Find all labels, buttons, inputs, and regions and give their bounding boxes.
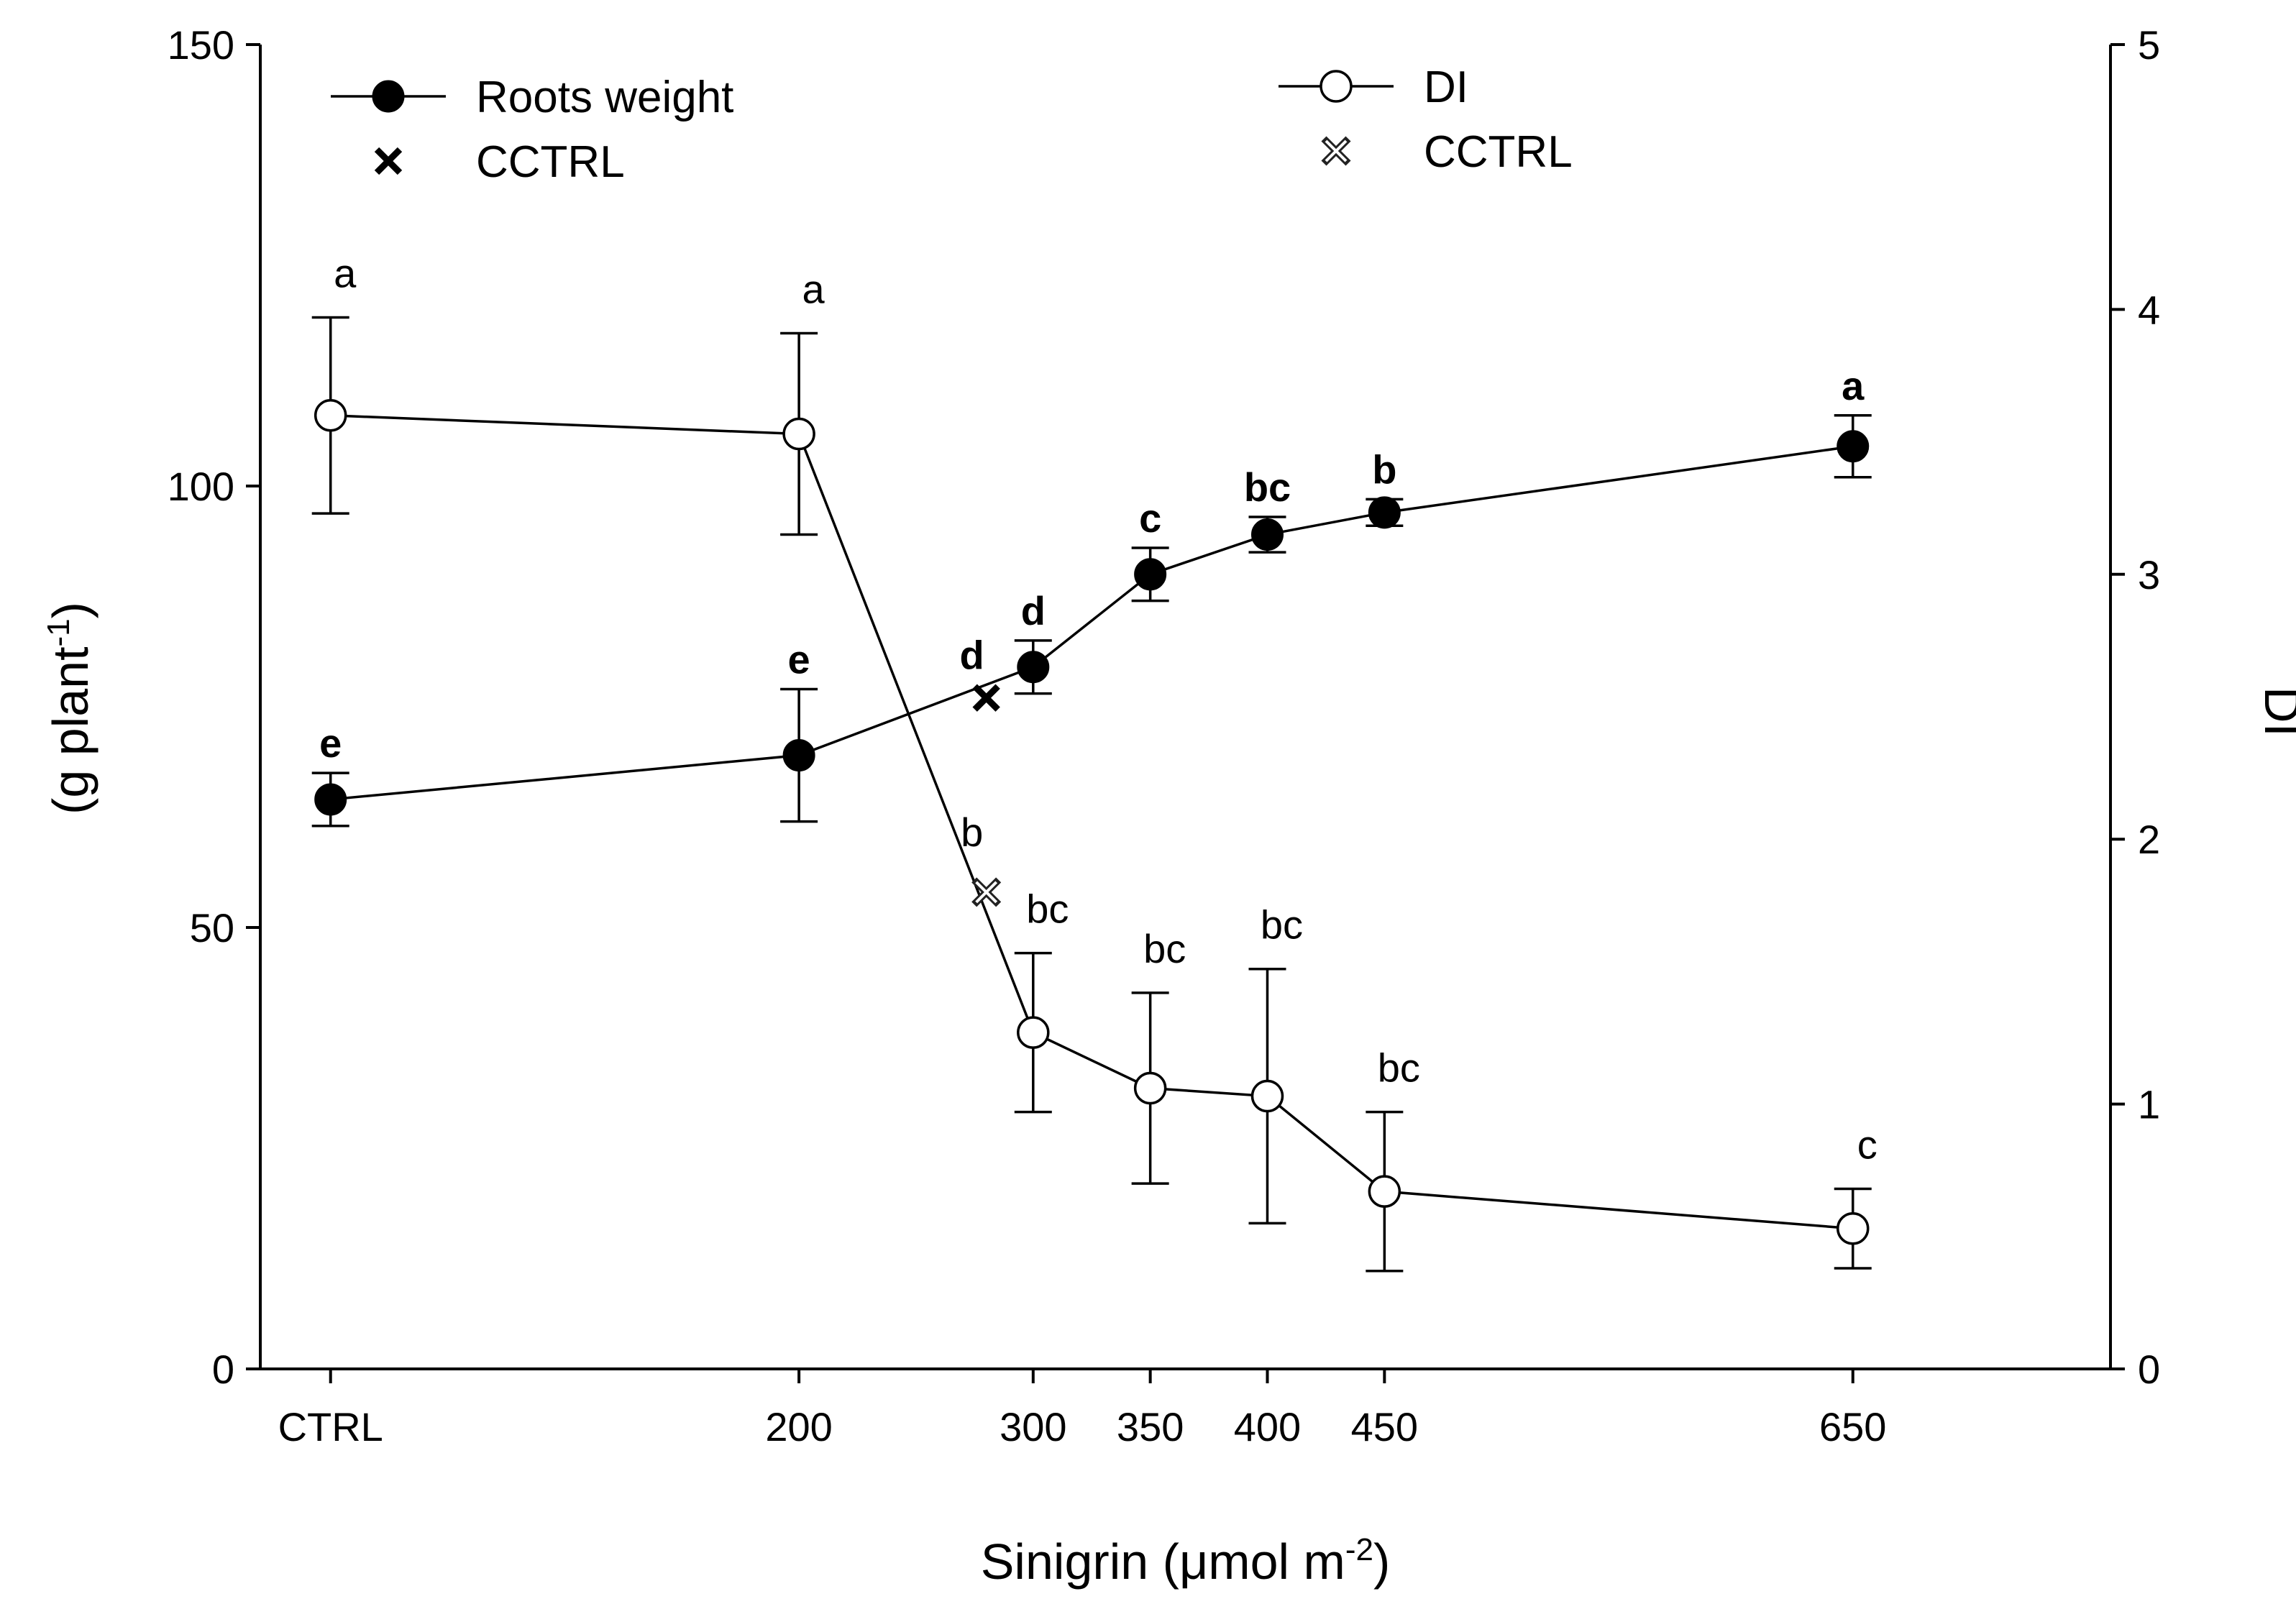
axes-group: 0 50 100 150 0 1 2 3 4 5 CTRL 200 300 350 400 450 650 Sin… <box>41 22 2296 1590</box>
di-point <box>1836 1211 1870 1245</box>
left-y-tick-label: 150 <box>168 22 234 68</box>
legend-marker <box>1321 136 1351 166</box>
di-significance-letter: c <box>1857 1122 1877 1167</box>
right-y-tick-label: 5 <box>2138 22 2160 68</box>
legend-left: Roots weight CCTRL <box>331 73 733 187</box>
di-significance-letter: bc <box>1143 926 1186 971</box>
legend-marker <box>1319 70 1353 103</box>
right-y-tick-label: 3 <box>2138 552 2160 597</box>
right-y-tick-label: 0 <box>2138 1347 2160 1392</box>
di-point <box>1368 1175 1401 1208</box>
di-point <box>1133 1071 1167 1105</box>
di-significance-letter: bc <box>1261 902 1303 948</box>
roots-weight-significance-letter: b <box>1372 446 1396 492</box>
cctrl-significance-letter: d <box>960 633 984 678</box>
left-y-axis-title: (g plant-1) <box>41 602 99 815</box>
cctrl-roots-weight-point <box>972 684 1000 712</box>
legend-group: Roots weight CCTRL DI CCTRL <box>331 63 1573 187</box>
legend-marker <box>374 147 403 175</box>
roots-weight-point <box>1250 518 1284 551</box>
x-tick-label: 650 <box>1819 1404 1886 1449</box>
roots-weight-point <box>1837 430 1870 463</box>
left-y-tick-label: 100 <box>168 464 234 509</box>
x-tick-label: 300 <box>1000 1404 1066 1449</box>
roots-weight-significance-letter: e <box>319 720 342 766</box>
di-significance-letter: bc <box>1026 886 1069 932</box>
x-tick-label: 450 <box>1351 1404 1418 1449</box>
legend-label: Roots weight <box>476 73 733 122</box>
x-stroke <box>972 684 1000 712</box>
x-stroke <box>1325 139 1348 162</box>
legend-marker <box>372 80 405 113</box>
di-significance-letter: bc <box>1378 1045 1420 1091</box>
legend-label: CCTRL <box>476 137 625 187</box>
left-y-tick-label: 50 <box>190 905 234 950</box>
right-y-axis-title: DI <box>2254 687 2296 737</box>
cctrl-significance-letter: b <box>961 810 983 855</box>
x-stroke <box>975 881 998 904</box>
roots-weight-point <box>314 783 347 816</box>
roots-weight-series-line <box>330 445 1853 801</box>
di-significance-letter: a <box>802 267 825 312</box>
x-stroke <box>374 147 403 175</box>
right-y-tick-label: 2 <box>2138 817 2160 862</box>
roots-weight-point <box>782 739 815 772</box>
left-y-tick-label: 0 <box>212 1347 234 1392</box>
di-series-line <box>330 414 1853 1230</box>
x-tick-label: 400 <box>1234 1404 1301 1449</box>
x-axis-title: Sinigrin (μmol m-2) <box>981 1532 1391 1590</box>
right-y-tick-label: 1 <box>2138 1082 2160 1127</box>
x-tick-label: 350 <box>1117 1404 1184 1449</box>
legend-label: DI <box>1424 63 1468 112</box>
cctrl-di-point <box>971 877 1002 907</box>
legend-label: CCTRL <box>1424 127 1573 177</box>
di-significance-letter: a <box>334 250 357 295</box>
di-point <box>314 399 347 432</box>
di-point <box>782 417 815 451</box>
roots-weight-point <box>1134 558 1167 591</box>
roots-weight-significance-letter: c <box>1139 495 1161 541</box>
right-y-tick-label: 4 <box>2138 287 2160 332</box>
roots-weight-point <box>1368 496 1401 529</box>
roots-weight-significance-letter: a <box>1842 363 1865 408</box>
roots-weight-significance-letter: e <box>788 636 810 682</box>
roots-weight-significance-letter: d <box>1021 588 1046 633</box>
legend-right: DI CCTRL <box>1279 63 1573 177</box>
roots-weight-point <box>1017 651 1050 684</box>
roots-weight-significance-letter: bc <box>1244 464 1291 510</box>
x-tick-label: CTRL <box>278 1404 383 1449</box>
di-point <box>1250 1079 1284 1113</box>
x-tick-label: 200 <box>765 1404 832 1449</box>
di-point <box>1017 1016 1050 1049</box>
